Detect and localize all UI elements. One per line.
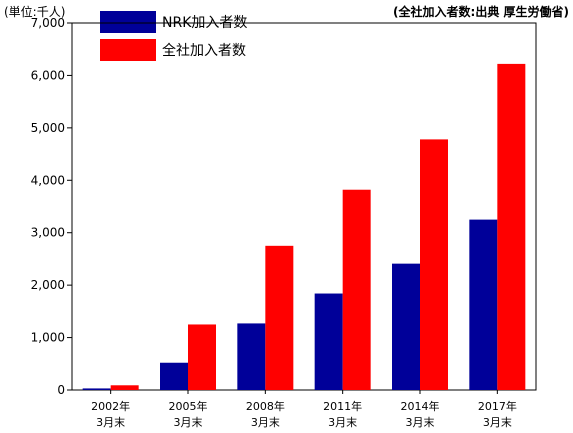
bar-nrk [82,388,111,390]
y-tick-label: 5,000 [31,121,65,135]
bar-total [188,324,216,390]
source-note: (全社加入者数:出典 厚生労働省) [393,5,569,19]
bar-nrk [237,323,266,390]
x-tick-label: 2014年 [401,399,440,413]
plot-frame [71,22,537,391]
bar-total [497,63,526,390]
bar-total [420,139,448,390]
x-tick-label: 3月末 [251,415,280,429]
x-tick-label: 3月末 [406,415,435,429]
bar-nrk [392,263,420,390]
x-tick-label: 2005年 [169,399,208,413]
legend-swatch-nrk [100,11,156,33]
x-tick-label: 2002年 [91,399,130,413]
bar-nrk [160,362,188,390]
bar-total [265,245,294,390]
y-tick-label: 0 [57,383,65,397]
y-tick-label: 6,000 [31,68,65,82]
x-tick-label: 3月末 [96,415,125,429]
x-tick-label: 3月末 [483,415,512,429]
x-tick-label: 3月末 [174,415,203,429]
bar-total [342,189,371,390]
legend-swatch-total [100,39,156,61]
bar-total [110,385,139,390]
x-tick-label: 2011年 [323,399,362,413]
y-tick-label: 3,000 [31,226,65,240]
y-tick-label: 2,000 [31,278,65,292]
legend-label-total: 全社加入者数 [162,43,246,59]
unit-label: (単位:千人) [4,5,66,19]
x-tick-label: 2008年 [246,399,285,413]
x-tick-label: 3月末 [328,415,357,429]
y-tick-label: 7,000 [31,16,65,30]
y-tick-label: 4,000 [31,173,65,187]
x-tick-label: 2017年 [478,399,517,413]
y-tick-label: 1,000 [31,331,65,345]
bar-nrk [469,219,498,390]
bar-nrk [314,293,343,390]
legend-item-total: 全社加入者数 [100,38,247,62]
